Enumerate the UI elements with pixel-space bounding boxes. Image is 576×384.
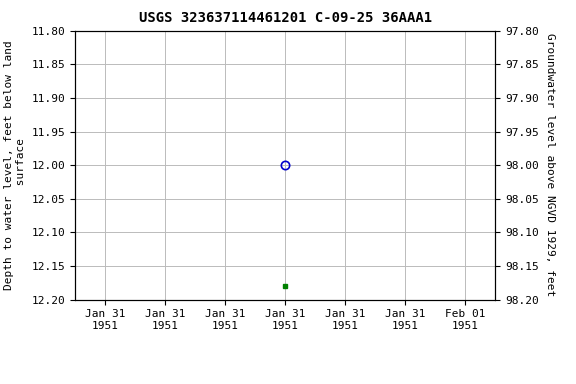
Y-axis label: Groundwater level above NGVD 1929, feet: Groundwater level above NGVD 1929, feet bbox=[545, 33, 555, 297]
Y-axis label: Depth to water level, feet below land
 surface: Depth to water level, feet below land su… bbox=[4, 40, 26, 290]
Title: USGS 323637114461201 C-09-25 36AAA1: USGS 323637114461201 C-09-25 36AAA1 bbox=[139, 12, 431, 25]
